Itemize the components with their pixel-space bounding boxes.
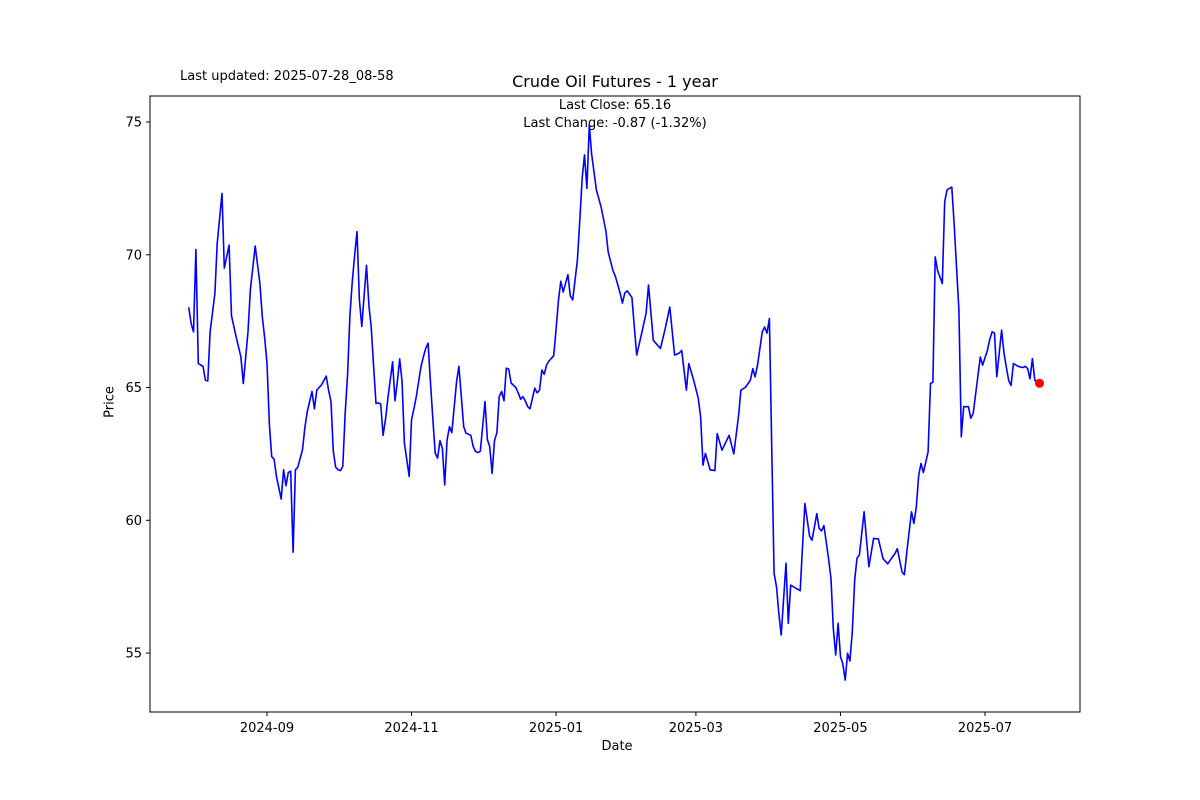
x-tick-label: 2025-03 [669, 721, 723, 736]
last-updated-annotation: Last updated: 2025-07-28_08-58 [180, 69, 394, 84]
y-tick-label: 60 [125, 514, 142, 529]
x-axis-label: Date [601, 739, 633, 754]
y-tick-label: 70 [125, 248, 142, 263]
x-tick-label: 2024-11 [384, 721, 438, 736]
price-line [188, 123, 1041, 681]
last-close-annotation: Last Close: 65.16 [558, 98, 672, 113]
x-tick-label: 2025-07 [958, 721, 1012, 736]
last-price-marker [1035, 378, 1045, 388]
chart-title: Crude Oil Futures - 1 year [512, 72, 718, 91]
x-tick-label: 2025-05 [813, 721, 867, 736]
y-tick-label: 55 [125, 647, 142, 662]
x-tick-label: 2024-09 [240, 721, 294, 736]
y-tick-label: 75 [125, 116, 142, 131]
plot-border [149, 95, 1081, 713]
x-tick-label: 2025-01 [529, 721, 583, 736]
last-change-annotation: Last Change: -0.87 (-1.32%) [523, 116, 707, 131]
y-tick-label: 65 [125, 381, 142, 396]
